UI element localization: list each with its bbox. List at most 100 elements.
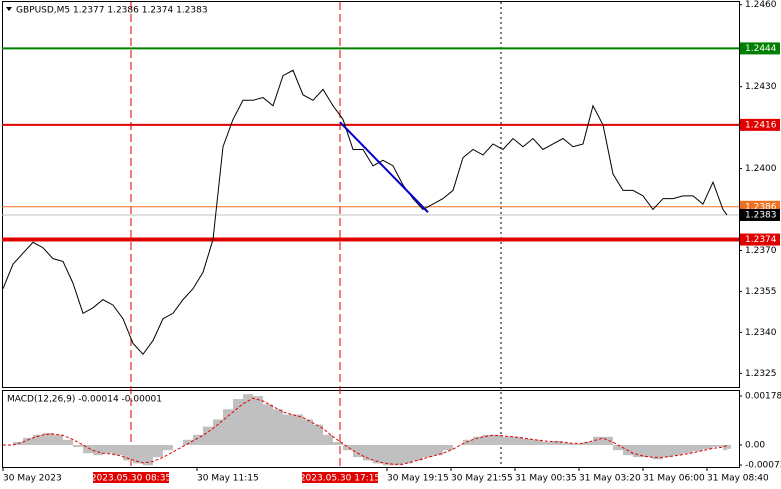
vline-label-box — [302, 472, 378, 483]
y-tick-label: 1.2325 — [745, 369, 777, 379]
macd-bar — [423, 445, 433, 458]
macd-bar — [273, 409, 283, 445]
macd-bar — [183, 439, 193, 445]
y-tick-label: 1.2370 — [745, 246, 777, 256]
macd-bar — [73, 445, 83, 447]
macd-bar — [33, 434, 43, 445]
macd-frame — [2, 390, 740, 468]
chart-title: GBPUSD,M5 1.2377 1.2386 1.2374 1.2383 — [16, 6, 208, 16]
x-tick-label: 30 May 19:15 — [387, 474, 449, 484]
macd-bar — [573, 443, 583, 445]
price-line — [2, 69, 728, 356]
macd-bar — [113, 445, 123, 456]
y-tick-label: 1.2460 — [745, 0, 777, 10]
x-tick-label: 31 May 08:40 — [707, 474, 769, 484]
macd-bar — [213, 419, 223, 445]
macd-bar — [693, 445, 703, 452]
macd-bar — [93, 445, 103, 456]
vline-label-box — [93, 472, 169, 483]
y-tick-label: 1.2340 — [745, 328, 777, 338]
macd-bar — [163, 445, 173, 451]
macd-bar — [43, 432, 53, 445]
macd-bar — [603, 436, 613, 445]
header-icon — [6, 7, 12, 11]
macd-bar — [153, 445, 163, 458]
macd-bar — [23, 437, 33, 445]
macd-bar — [223, 409, 233, 445]
macd-bar — [313, 424, 323, 445]
level-label: 1.2383 — [745, 210, 777, 220]
macd-bar — [363, 445, 373, 461]
macd-bar — [583, 441, 593, 445]
macd-bar — [723, 445, 727, 451]
macd-bar — [103, 445, 113, 454]
macd-bar — [523, 438, 533, 445]
macd-bar — [683, 445, 693, 454]
level-label: 1.2416 — [745, 120, 777, 130]
macd-bar — [83, 445, 93, 454]
y-tick-label: 1.2355 — [745, 287, 777, 297]
macd-bar — [673, 445, 683, 456]
y-tick-label: 0.00178 — [745, 392, 781, 402]
level-label-box — [740, 233, 780, 246]
price-frame — [2, 1, 740, 388]
macd-bar — [383, 445, 393, 466]
level-label-box — [740, 208, 780, 221]
macd-bar — [643, 445, 653, 458]
macd-bar — [253, 396, 263, 445]
x-tick-label: 30 May 21:55 — [451, 474, 513, 484]
macd-bar — [413, 445, 423, 461]
macd-bar — [653, 445, 663, 460]
macd-bar — [493, 434, 503, 445]
macd-bar — [473, 436, 483, 445]
macd-bar — [543, 441, 553, 445]
macd-bar — [503, 436, 513, 445]
x-tick-label: 31 May 03:20 — [579, 474, 641, 484]
macd-bar — [143, 445, 153, 466]
macd-bar — [433, 445, 443, 456]
macd-bar — [483, 434, 493, 445]
macd-bar — [283, 414, 293, 445]
macd-bar — [513, 436, 523, 445]
macd-bar — [563, 443, 573, 445]
macd-bar — [323, 434, 333, 445]
macd-bar — [203, 426, 213, 445]
macd-bar — [403, 445, 413, 464]
macd-bar — [727, 445, 731, 449]
macd-bar — [633, 445, 643, 458]
level-label: 1.2386 — [745, 202, 777, 212]
macd-bar — [713, 445, 723, 447]
macd-bar — [663, 445, 673, 458]
macd-bar — [193, 434, 203, 445]
trend-line — [339, 121, 429, 213]
macd-bar — [63, 439, 73, 445]
vline-label: 2023.05.30 17:15 — [300, 474, 380, 484]
macd-bar — [243, 394, 253, 445]
macd-bar — [443, 445, 453, 451]
x-tick-label: 31 May 00:35 — [515, 474, 577, 484]
macd-bar — [53, 434, 63, 445]
level-label: 1.2444 — [745, 44, 777, 54]
macd-bar — [263, 404, 273, 445]
macd-bar — [303, 419, 313, 445]
macd-bar — [373, 445, 383, 464]
macd-bar — [613, 445, 623, 451]
macd-bar — [353, 445, 363, 458]
y-tick-label: -0.00073 — [745, 461, 781, 471]
x-tick-label: 30 May 11:15 — [197, 474, 259, 484]
macd-bar — [133, 445, 143, 464]
vline-label: 2023.05.30 08:35 — [91, 474, 171, 484]
y-tick-label: 1.2430 — [745, 82, 777, 92]
macd-bar — [293, 414, 303, 445]
x-tick-label: 30 May 2023 — [3, 474, 62, 484]
macd-bar — [123, 445, 133, 461]
signal-line — [3, 397, 728, 465]
macd-bar — [333, 441, 343, 445]
level-label-box — [740, 118, 780, 131]
macd-bar — [233, 399, 243, 445]
level-label: 1.2374 — [745, 235, 777, 245]
x-tick-label: 31 May 06:00 — [643, 474, 705, 484]
macd-bar — [343, 445, 353, 451]
